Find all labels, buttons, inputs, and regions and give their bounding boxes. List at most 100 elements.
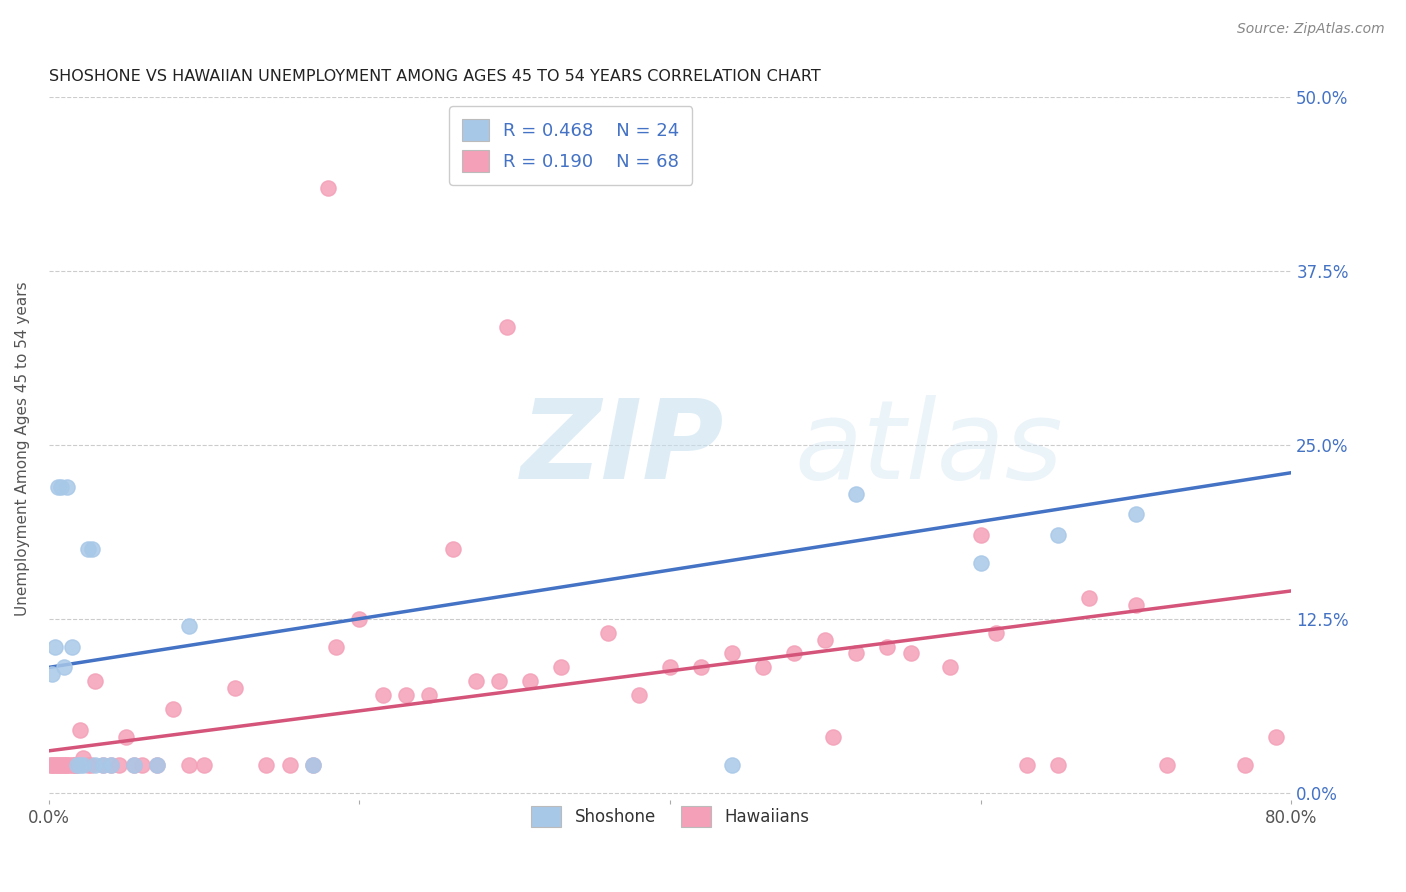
Text: ZIP: ZIP bbox=[522, 395, 724, 502]
Point bbox=[845, 486, 868, 500]
Point bbox=[596, 625, 619, 640]
Point bbox=[301, 757, 323, 772]
Point bbox=[1125, 508, 1147, 522]
Point bbox=[278, 757, 301, 772]
Point bbox=[46, 757, 69, 772]
Point bbox=[69, 757, 91, 772]
Point bbox=[56, 757, 79, 772]
Point bbox=[45, 757, 67, 772]
Point bbox=[395, 688, 418, 702]
Point bbox=[488, 674, 510, 689]
Point bbox=[970, 528, 993, 542]
Point bbox=[301, 757, 323, 772]
Point bbox=[162, 702, 184, 716]
Point bbox=[1047, 757, 1070, 772]
Point bbox=[814, 632, 837, 647]
Point bbox=[84, 674, 107, 689]
Point bbox=[42, 757, 65, 772]
Legend: Shoshone, Hawaiians: Shoshone, Hawaiians bbox=[524, 799, 815, 833]
Text: Source: ZipAtlas.com: Source: ZipAtlas.com bbox=[1237, 22, 1385, 37]
Point bbox=[1233, 757, 1256, 772]
Point bbox=[82, 542, 104, 557]
Point bbox=[464, 674, 486, 689]
Point bbox=[224, 681, 246, 696]
Point bbox=[51, 480, 73, 494]
Point bbox=[107, 757, 129, 772]
Point bbox=[53, 757, 76, 772]
Point bbox=[91, 757, 114, 772]
Point bbox=[1047, 528, 1070, 542]
Point bbox=[44, 640, 66, 654]
Point bbox=[66, 757, 89, 772]
Point bbox=[76, 542, 98, 557]
Point bbox=[627, 688, 650, 702]
Point bbox=[721, 647, 744, 661]
Point bbox=[91, 757, 114, 772]
Point bbox=[46, 480, 69, 494]
Point bbox=[66, 757, 89, 772]
Point bbox=[62, 757, 84, 772]
Point bbox=[970, 556, 993, 570]
Point bbox=[122, 757, 145, 772]
Point bbox=[349, 612, 371, 626]
Point bbox=[823, 730, 845, 744]
Point bbox=[986, 625, 1008, 640]
Point bbox=[659, 660, 682, 674]
Point bbox=[371, 688, 394, 702]
Point bbox=[146, 757, 169, 772]
Point bbox=[53, 660, 76, 674]
Point bbox=[325, 640, 347, 654]
Point bbox=[519, 674, 541, 689]
Point bbox=[56, 480, 79, 494]
Point bbox=[177, 757, 200, 772]
Point bbox=[60, 640, 83, 654]
Point bbox=[39, 757, 62, 772]
Point bbox=[72, 751, 94, 765]
Text: atlas: atlas bbox=[794, 395, 1063, 502]
Point bbox=[550, 660, 572, 674]
Point bbox=[318, 180, 340, 194]
Point bbox=[80, 757, 103, 772]
Point bbox=[418, 688, 440, 702]
Point bbox=[1125, 598, 1147, 612]
Point bbox=[55, 757, 77, 772]
Point bbox=[41, 757, 63, 772]
Point bbox=[1156, 757, 1178, 772]
Point bbox=[115, 730, 138, 744]
Point bbox=[76, 757, 98, 772]
Point bbox=[690, 660, 713, 674]
Point bbox=[84, 757, 107, 772]
Point bbox=[441, 542, 464, 557]
Point bbox=[48, 757, 70, 772]
Point bbox=[69, 723, 91, 737]
Point bbox=[721, 757, 744, 772]
Point bbox=[1078, 591, 1101, 605]
Point bbox=[63, 757, 86, 772]
Point bbox=[100, 757, 122, 772]
Point bbox=[44, 757, 66, 772]
Point bbox=[100, 757, 122, 772]
Point bbox=[122, 757, 145, 772]
Point bbox=[900, 647, 922, 661]
Point bbox=[177, 618, 200, 632]
Point bbox=[254, 757, 277, 772]
Point bbox=[193, 757, 215, 772]
Point bbox=[1017, 757, 1039, 772]
Point bbox=[52, 757, 75, 772]
Text: SHOSHONE VS HAWAIIAN UNEMPLOYMENT AMONG AGES 45 TO 54 YEARS CORRELATION CHART: SHOSHONE VS HAWAIIAN UNEMPLOYMENT AMONG … bbox=[49, 69, 821, 84]
Point bbox=[60, 757, 83, 772]
Point bbox=[131, 757, 153, 772]
Point bbox=[783, 647, 806, 661]
Point bbox=[58, 757, 80, 772]
Point bbox=[146, 757, 169, 772]
Point bbox=[876, 640, 898, 654]
Y-axis label: Unemployment Among Ages 45 to 54 years: Unemployment Among Ages 45 to 54 years bbox=[15, 281, 30, 615]
Point bbox=[41, 667, 63, 681]
Point bbox=[752, 660, 775, 674]
Point bbox=[938, 660, 960, 674]
Point bbox=[51, 757, 73, 772]
Point bbox=[1264, 730, 1286, 744]
Point bbox=[72, 757, 94, 772]
Point bbox=[845, 647, 868, 661]
Point bbox=[496, 319, 519, 334]
